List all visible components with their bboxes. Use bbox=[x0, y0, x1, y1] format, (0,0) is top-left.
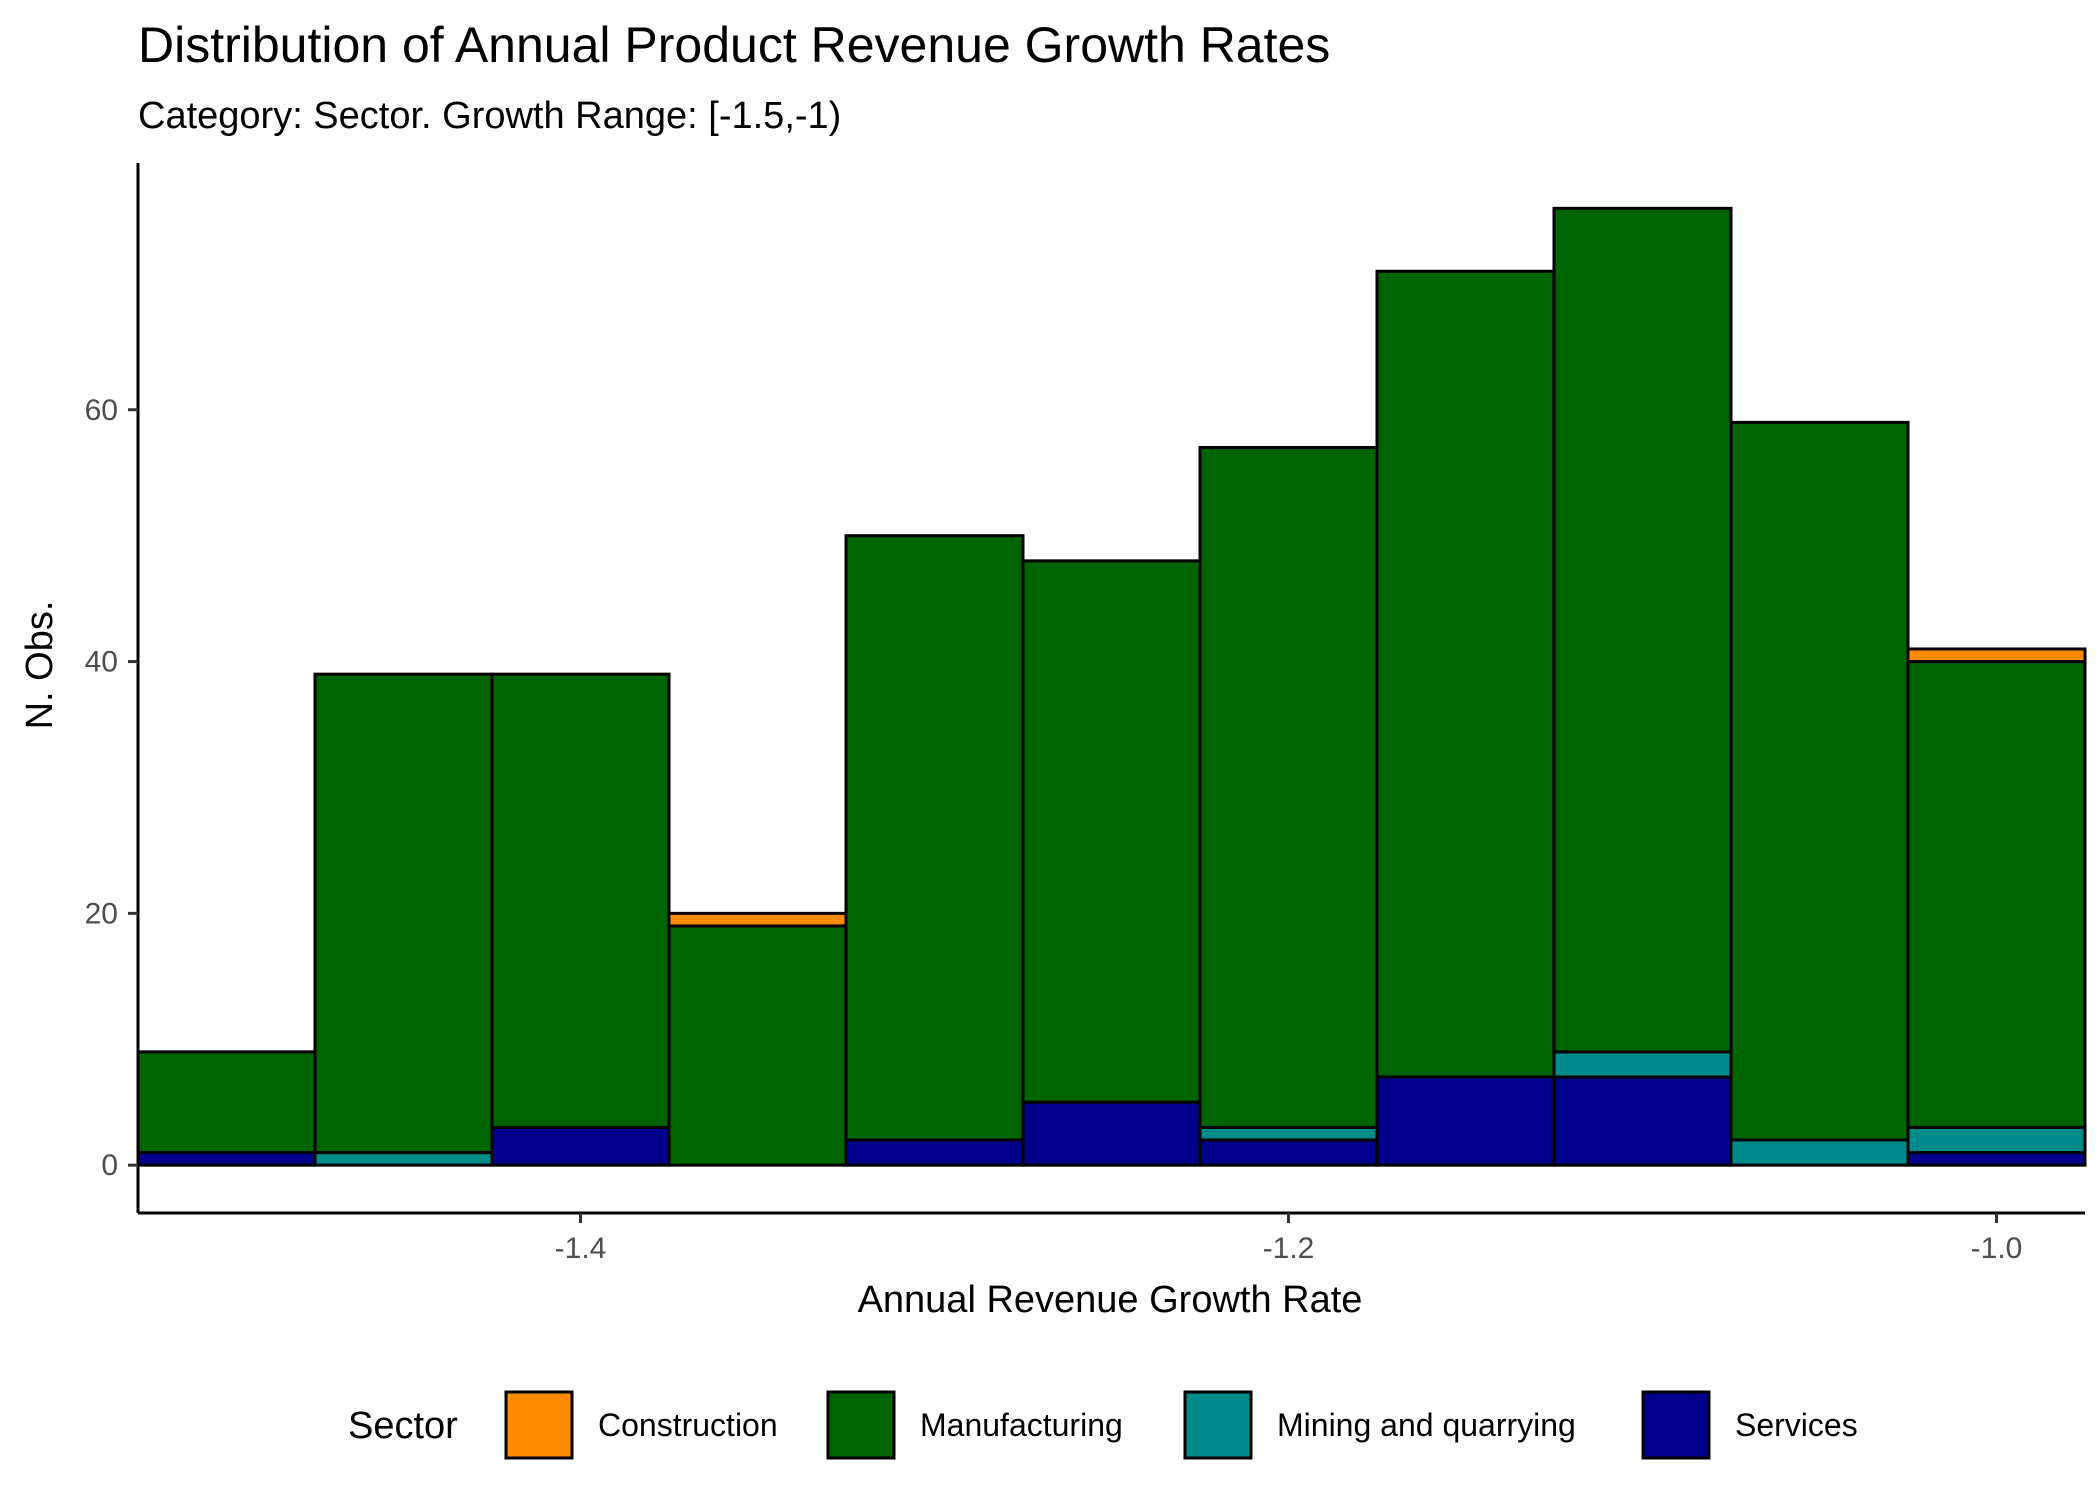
bar-services-bin-6 bbox=[1021, 1100, 1202, 1167]
bar-manufacturing-bin-4 bbox=[667, 924, 848, 1167]
bars-layer bbox=[136, 206, 2087, 1167]
bar-services-bin-8 bbox=[1375, 1075, 1556, 1167]
bar-services-bin-3 bbox=[490, 1125, 671, 1167]
axes-layer: -1.4 -1.2 -1.0 0 20 40 60 bbox=[85, 163, 2085, 1265]
bar-manufacturing-bin-2 bbox=[313, 672, 494, 1155]
y-tick-label: 0 bbox=[101, 1149, 118, 1182]
bar-manufacturing-bin-9 bbox=[1552, 206, 1733, 1054]
x-tick-label: -1.4 bbox=[555, 1232, 607, 1265]
bar-construction-bin-11 bbox=[1906, 647, 2087, 664]
legend: Sector Construction Manufacturing Mining an… bbox=[348, 1390, 1858, 1460]
x-axis-title: Annual Revenue Growth Rate bbox=[858, 1279, 1363, 1321]
bar-mining-and-quarrying-bin-2 bbox=[313, 1151, 494, 1167]
bar-services-bin-1 bbox=[136, 1151, 317, 1167]
legend-key-mining-and-quarrying bbox=[1183, 1390, 1253, 1460]
legend-title: Sector bbox=[348, 1405, 458, 1447]
bar-manufacturing-bin-3 bbox=[490, 672, 671, 1129]
bar-services-bin-11 bbox=[1906, 1151, 2087, 1167]
bar-services-bin-9 bbox=[1552, 1075, 1733, 1167]
x-tick-label: -1.0 bbox=[1971, 1232, 2023, 1265]
legend-label-mining-and-quarrying: Mining and quarrying bbox=[1277, 1407, 1576, 1443]
legend-key-construction bbox=[504, 1390, 574, 1460]
legend-label-services: Services bbox=[1735, 1407, 1858, 1443]
bar-services-bin-7 bbox=[1198, 1138, 1379, 1167]
bar-construction-bin-4 bbox=[667, 911, 848, 928]
bar-mining-and-quarrying-bin-9 bbox=[1552, 1050, 1733, 1079]
bar-mining-and-quarrying-bin-11 bbox=[1906, 1125, 2087, 1155]
y-tick-label: 60 bbox=[85, 394, 118, 427]
bar-manufacturing-bin-5 bbox=[844, 534, 1025, 1142]
legend-label-construction: Construction bbox=[598, 1407, 778, 1443]
bar-mining-and-quarrying-bin-7 bbox=[1198, 1125, 1379, 1142]
chart-subtitle: Category: Sector. Growth Range: [-1.5,-1… bbox=[138, 95, 841, 137]
x-tick-label: -1.2 bbox=[1263, 1232, 1315, 1265]
bar-manufacturing-bin-7 bbox=[1198, 446, 1379, 1129]
y-axis-title: N. Obs. bbox=[19, 601, 61, 730]
legend-key-manufacturing bbox=[826, 1390, 896, 1460]
bar-mining-and-quarrying-bin-10 bbox=[1729, 1138, 1910, 1167]
y-tick-label: 40 bbox=[85, 646, 118, 679]
bar-services-bin-5 bbox=[844, 1138, 1025, 1167]
chart-title: Distribution of Annual Product Revenue G… bbox=[138, 17, 1330, 73]
bar-manufacturing-bin-6 bbox=[1021, 559, 1202, 1104]
legend-label-manufacturing: Manufacturing bbox=[920, 1407, 1123, 1443]
bar-manufacturing-bin-10 bbox=[1729, 420, 1910, 1142]
y-tick-label: 20 bbox=[85, 897, 118, 930]
bar-manufacturing-bin-1 bbox=[136, 1050, 317, 1155]
bar-manufacturing-bin-11 bbox=[1906, 660, 2087, 1129]
bar-manufacturing-bin-8 bbox=[1375, 269, 1556, 1079]
legend-key-services bbox=[1641, 1390, 1711, 1460]
